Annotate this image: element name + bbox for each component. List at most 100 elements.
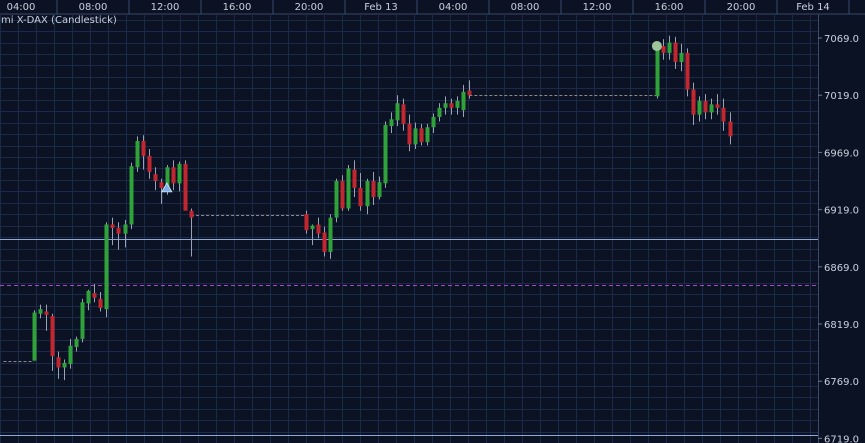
candle [32,310,37,361]
candle [728,112,733,145]
candles [32,35,733,381]
candle [68,338,73,369]
candle-body-down [141,140,146,156]
y-tick-label: 6819.0 [824,320,859,331]
candle [38,304,43,319]
candle [98,291,103,312]
candle-body-down [56,357,61,368]
candle-body-down [703,100,708,113]
candle [703,94,708,120]
candle [334,178,339,223]
candle [467,80,472,99]
candle [340,175,345,211]
candle-body-down [183,163,188,211]
candle-body-down [673,42,678,63]
candle-body-down [449,103,454,108]
candle [697,96,702,122]
candle [685,48,690,97]
candle [715,94,720,115]
candle [116,222,121,250]
y-tick-label: 6869.0 [824,263,859,274]
candle [310,224,315,246]
candle-body-up [123,224,128,234]
candle [419,123,424,146]
candle-body-down [153,174,158,182]
candle [171,160,176,191]
candle [44,304,49,331]
x-tick-label: 08:00 [79,2,108,13]
candle-body-down [407,123,412,145]
candle-body-down [98,298,103,309]
candle-body-up [86,290,91,304]
candle-body-up [346,168,351,209]
candle [407,114,412,152]
candle-body-down [316,224,321,234]
candle [721,98,726,131]
candle [371,171,376,206]
candle [709,98,714,120]
candle-body-up [383,124,388,184]
candle-body-up [667,42,672,53]
candle [141,135,146,170]
candle-body-up [334,181,339,218]
candle [189,208,194,257]
candle-body-up [389,119,394,127]
y-tick-label: 6969.0 [824,148,859,159]
candle [104,222,109,318]
candle [153,167,158,191]
candle [655,42,660,99]
candle-body-down [171,167,176,184]
candle-body-up [443,103,448,108]
candle-body-up [431,116,436,128]
candle-body-up [177,163,182,184]
candle [395,95,400,127]
x-tick-label: 20:00 [295,2,324,13]
candle [461,84,466,117]
candle [328,214,333,259]
candle-body-down [189,210,194,218]
candle [316,217,321,239]
candle [135,136,140,172]
candle-body-up [377,182,382,198]
candle [56,351,61,379]
candle [304,210,309,234]
candle-body-up [425,127,430,143]
candle [425,123,430,146]
candle-body-up [68,345,73,365]
candle [50,313,55,371]
candle-body-down [419,128,424,143]
candle-body-down [352,169,357,188]
candle [437,103,442,122]
candle-body-up [32,312,37,361]
y-tick-label: 7069.0 [824,34,859,45]
chart-title: mi X-DAX (Candlestick) [1,15,117,26]
candle-body-up [655,46,660,97]
markers [161,41,662,193]
candle [346,165,351,211]
candle-body-down [467,90,472,96]
x-tick-label: 08:00 [511,2,540,13]
candle-body-down [661,46,666,53]
candle [123,219,128,248]
candle-body-down [371,181,376,198]
candle [431,113,436,133]
candle-body-down [147,155,152,172]
time-axis-strip [0,0,865,14]
candle-body-down [340,181,345,209]
candle [449,98,454,115]
candle-body-up [679,52,684,63]
x-tick-label: 12:00 [151,2,180,13]
candle-body-up [709,104,714,113]
candle-body-down [691,89,696,115]
candle-body-down [358,187,363,207]
candle [389,112,394,133]
x-tick-label: Feb 13 [364,2,398,13]
candle [358,173,363,211]
x-tick-label: Feb 14 [796,2,830,13]
candle [455,96,460,115]
candle-body-down [715,104,720,108]
candle-body-up [62,362,67,368]
candle-body-up [104,224,109,310]
candle [661,39,666,60]
candle [129,162,134,230]
